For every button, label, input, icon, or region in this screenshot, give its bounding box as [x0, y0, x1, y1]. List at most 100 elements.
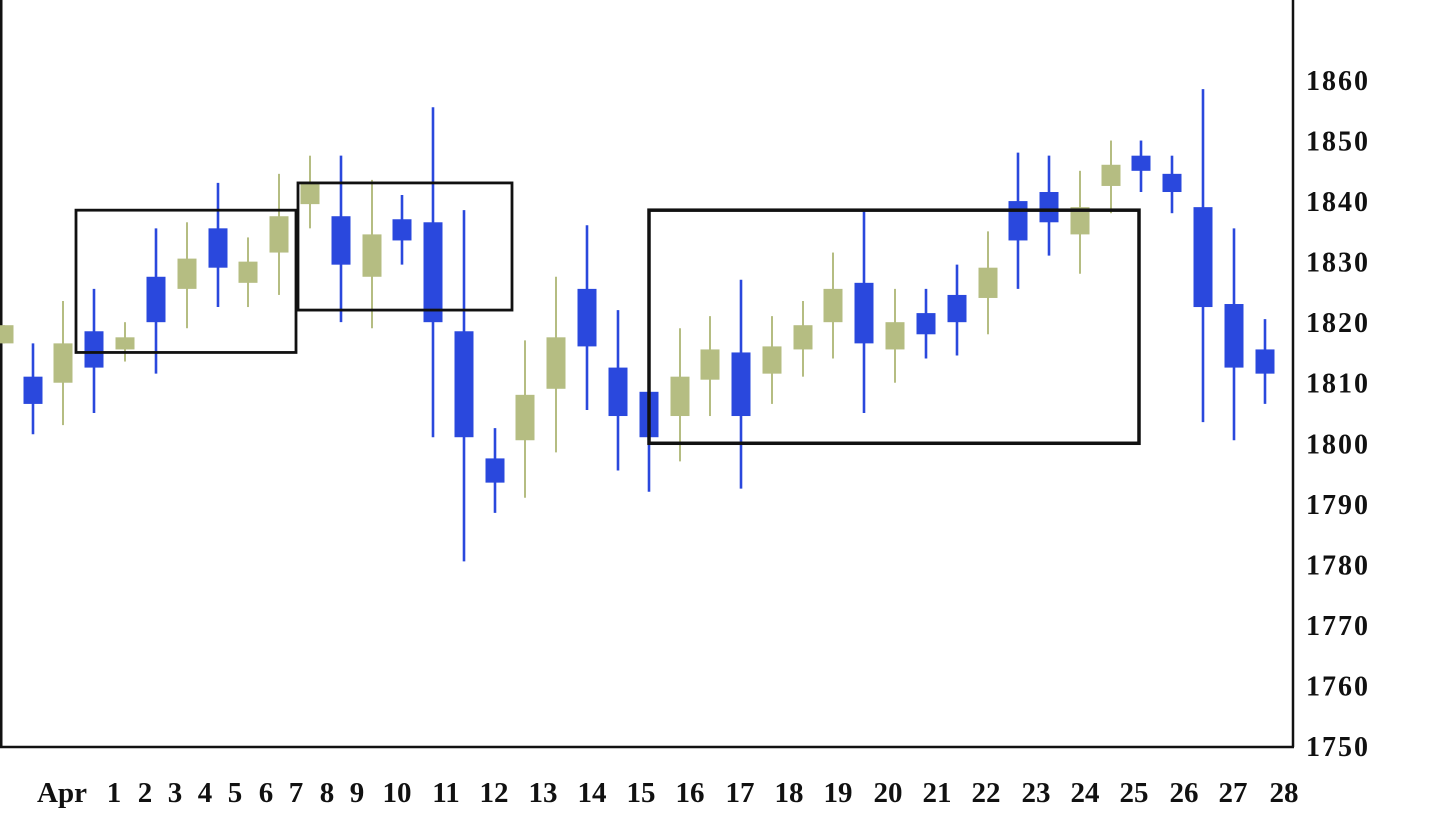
candle-body	[823, 288, 843, 323]
candle-body	[700, 349, 720, 380]
candle-body	[1162, 173, 1182, 193]
y-tick-label: 1850	[1306, 127, 1370, 158]
candle-29	[885, 288, 905, 383]
candle-body	[1070, 207, 1090, 235]
candle-body	[454, 331, 474, 438]
candle-body	[423, 222, 443, 323]
highlight-box-1	[74, 208, 298, 354]
candle-body	[300, 182, 320, 205]
candle-7	[208, 182, 228, 308]
x-tick-label: 20	[874, 777, 903, 809]
y-tick-label: 1770	[1306, 611, 1370, 642]
x-tick-label: 15	[627, 777, 656, 809]
candle-19	[577, 225, 597, 410]
candle-4	[115, 322, 135, 362]
candle-30	[916, 288, 936, 359]
x-tick-label: 3	[168, 777, 183, 809]
candle-body	[854, 282, 874, 344]
x-tick-label: 23	[1022, 777, 1051, 809]
candle-32	[978, 231, 998, 335]
candle-24	[731, 279, 751, 489]
candle-40	[1224, 228, 1244, 441]
candle-1	[23, 343, 43, 435]
y-tick-label: 1820	[1306, 308, 1370, 339]
candle-36	[1101, 140, 1121, 214]
candle-body	[1224, 304, 1244, 368]
candle-31	[947, 264, 967, 356]
y-tick-label: 1810	[1306, 369, 1370, 400]
candle-15	[454, 210, 474, 562]
candle-body	[177, 258, 197, 289]
candle-8	[238, 237, 258, 308]
y-tick-label: 1760	[1306, 671, 1370, 702]
candle-body	[1131, 155, 1151, 171]
y-tick-label: 1860	[1306, 66, 1370, 97]
candle-body	[146, 276, 166, 323]
candle-39	[1193, 89, 1213, 423]
candle-body	[885, 322, 905, 350]
candle-body	[947, 294, 967, 323]
candle-28	[854, 210, 874, 413]
candle-body	[84, 331, 104, 368]
candle-35	[1070, 170, 1090, 274]
x-tick-label: 18	[775, 777, 804, 809]
x-tick-label: 27	[1219, 777, 1248, 809]
x-tick-label: 16	[676, 777, 705, 809]
x-tick-label: 7	[289, 777, 304, 809]
candle-2	[53, 300, 73, 426]
candle-body	[731, 352, 751, 417]
candle-16	[485, 428, 505, 513]
candle-body	[546, 337, 566, 389]
x-tick-label: Apr	[37, 777, 87, 809]
highlight-boxes-layer	[74, 181, 1141, 446]
candle-body	[269, 216, 289, 253]
candle-body	[515, 394, 535, 441]
candle-body	[670, 376, 690, 417]
candle-body	[392, 219, 412, 241]
candle-body	[978, 267, 998, 298]
candle-25	[762, 316, 782, 404]
x-tick-label: 13	[529, 777, 558, 809]
candle-body	[238, 261, 258, 283]
candle-body	[53, 343, 73, 383]
x-tick-label: 19	[824, 777, 853, 809]
candle-13	[392, 195, 412, 265]
candle-body	[1101, 164, 1121, 186]
x-tick-label: 6	[259, 777, 274, 809]
candle-body	[331, 216, 351, 265]
candle-3	[84, 288, 104, 413]
candle-20	[608, 310, 628, 471]
candle-body	[916, 313, 936, 335]
highlight-box-2	[296, 181, 514, 312]
candle-body	[1255, 349, 1275, 374]
x-axis: Apr 1 2 3 4 5 6 7 8 9 10 11 12 13 14 15 16 17 18 19 20 21 22 23…	[37, 777, 1298, 809]
candle-22	[670, 328, 690, 462]
y-tick-label: 1780	[1306, 550, 1370, 581]
candle-body	[608, 367, 628, 417]
candle-38	[1162, 155, 1182, 214]
candle-body	[1008, 201, 1028, 241]
candle-body	[0, 325, 14, 344]
candle-body	[762, 346, 782, 374]
candle-10	[300, 155, 320, 229]
candle-18	[546, 276, 566, 453]
x-tick-label: 1	[107, 777, 122, 809]
candle-body	[23, 376, 43, 404]
highlight-box-3	[647, 208, 1141, 446]
candle-33	[1008, 152, 1028, 289]
candle-26	[793, 300, 813, 377]
plot-frame	[0, 0, 1295, 749]
candle-body	[362, 234, 382, 277]
candle-23	[700, 316, 720, 417]
candle-body	[793, 325, 813, 350]
y-tick-label: 1750	[1306, 732, 1370, 763]
candle-27	[823, 252, 843, 359]
candle-34	[1039, 155, 1059, 256]
candle-41	[1255, 319, 1275, 404]
x-tick-label: 11	[432, 777, 459, 809]
x-tick-label: 14	[578, 777, 607, 809]
x-tick-label: 12	[480, 777, 509, 809]
x-tick-label: 22	[972, 777, 1001, 809]
x-tick-label: 26	[1170, 777, 1199, 809]
